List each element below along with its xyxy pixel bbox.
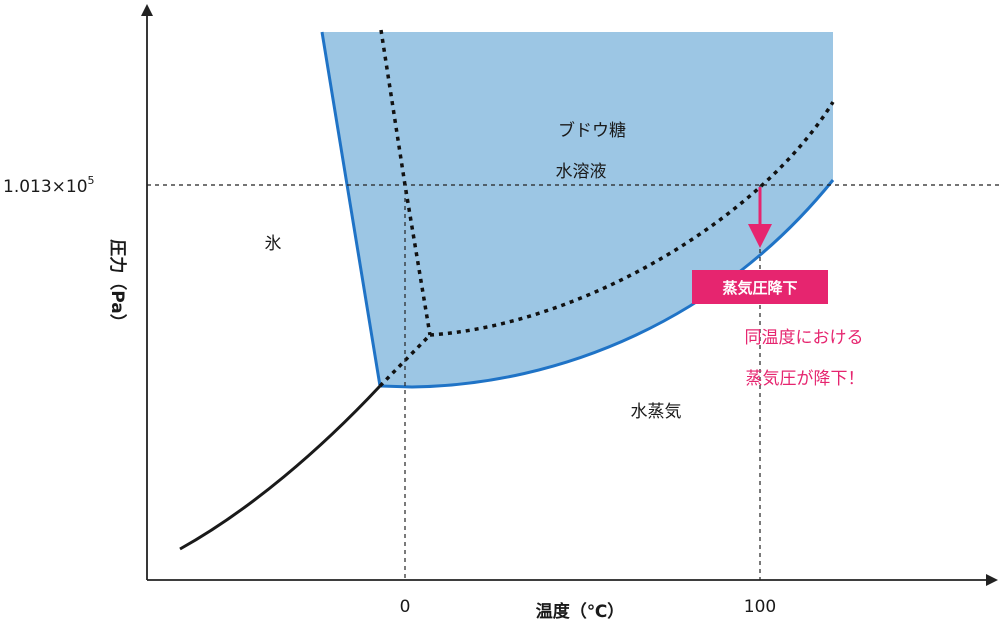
x-tick-100: 100 xyxy=(744,597,776,617)
water-triple-link xyxy=(378,333,432,388)
solution-label-line1: ブドウ糖 xyxy=(558,120,626,141)
y-tick-exponent: 5 xyxy=(88,174,95,187)
vapor-pressure-lowering-badge xyxy=(692,270,828,304)
y-axis-arrow-icon xyxy=(141,4,153,16)
annotation-note-line2: 蒸気圧が降下！ xyxy=(746,369,865,389)
solution-label-line2: 水溶液 xyxy=(556,162,607,182)
badge-label: 蒸気圧降下 xyxy=(722,279,797,297)
y-tick-label: 1.013×105 xyxy=(3,174,95,197)
x-axis-title: 温度（℃） xyxy=(536,601,625,622)
solution-region xyxy=(322,32,833,387)
solution-vapor-pressure-curve xyxy=(379,179,835,389)
ice-label: 氷 xyxy=(265,234,282,254)
y-axis-title: 圧力（Pa） xyxy=(107,239,128,330)
vapor-label: 水蒸気 xyxy=(631,402,682,422)
annotation-note-line1: 同温度における xyxy=(745,328,864,348)
x-tick-0: 0 xyxy=(400,597,411,617)
sublimation-curve xyxy=(179,384,382,551)
y-tick-mantissa: 1.013×10 xyxy=(3,177,88,197)
solution-melting-curve xyxy=(320,31,382,387)
x-axis-arrow-icon xyxy=(986,574,998,586)
water-vapor-pressure-curve xyxy=(429,101,835,337)
